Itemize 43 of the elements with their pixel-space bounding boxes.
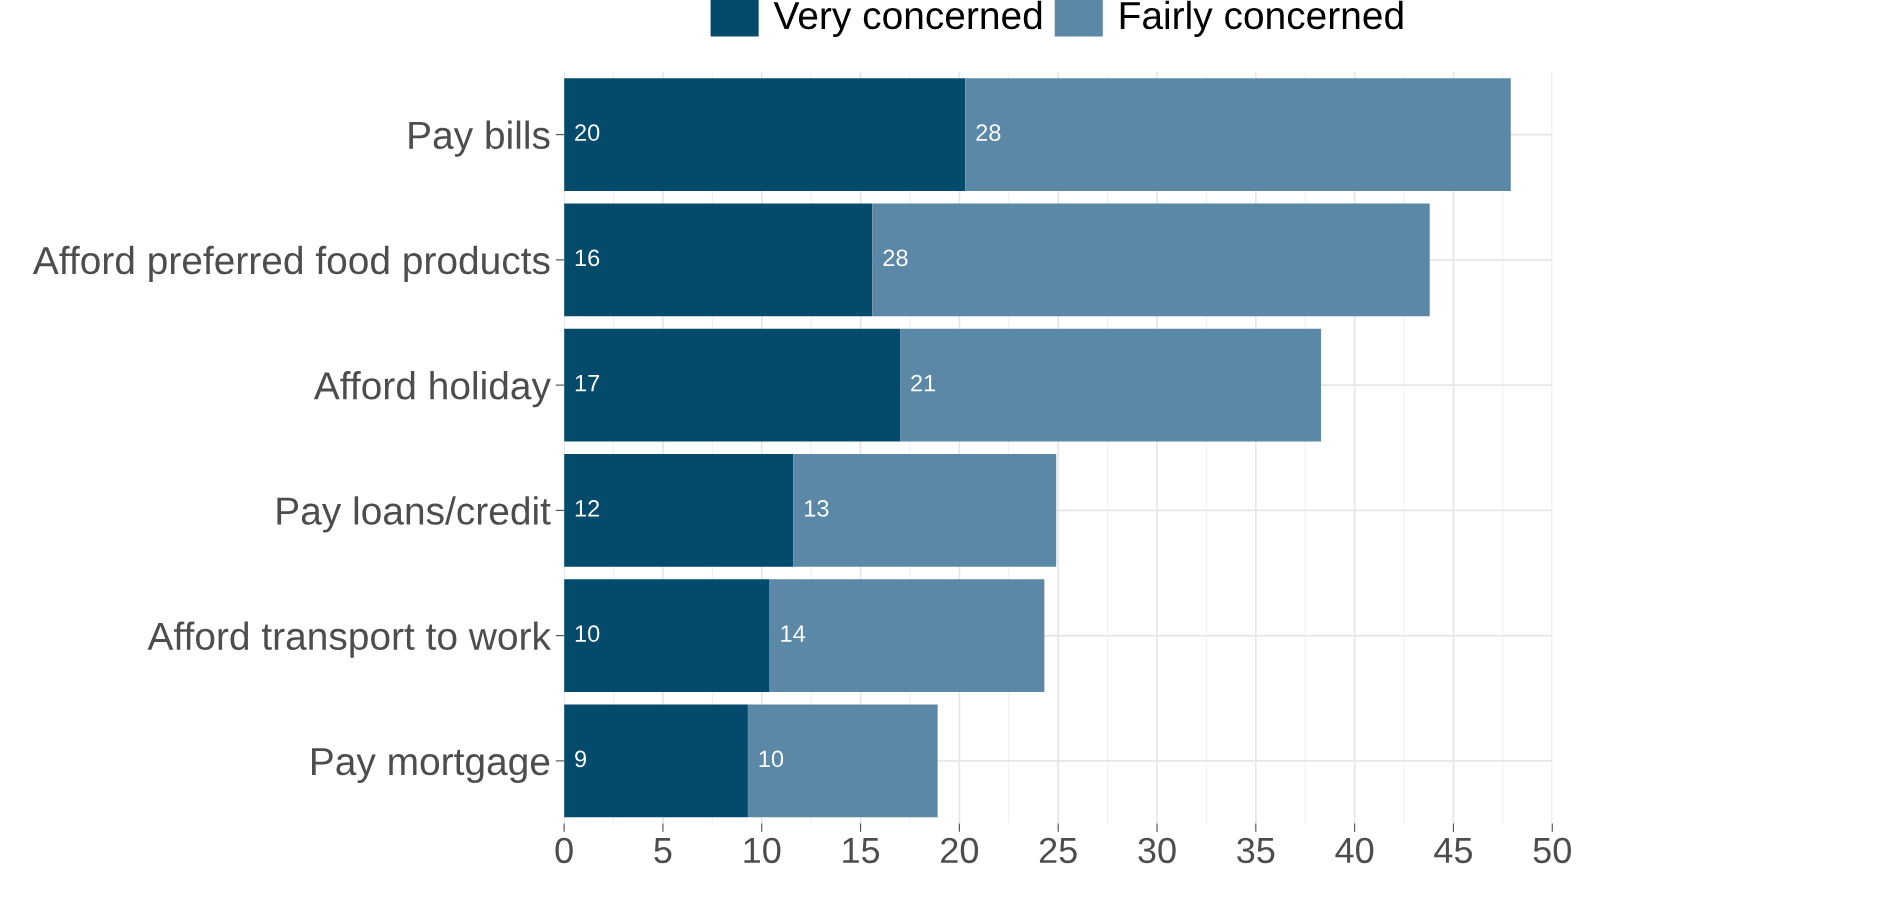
y-tick-label: Pay loans/credit	[277, 496, 551, 533]
data-label: 10	[575, 625, 600, 642]
bar	[564, 78, 966, 191]
x-tick-label: 25	[1039, 837, 1077, 864]
data-label: 20	[575, 124, 600, 141]
data-label: 16	[575, 249, 600, 267]
x-tick-label: 35	[1237, 837, 1275, 864]
y-tick-label: Afford holiday	[313, 371, 551, 408]
bar	[564, 203, 873, 317]
data-label: 28	[976, 124, 1001, 141]
bar	[564, 579, 770, 692]
bar	[769, 579, 1045, 692]
data-label: 12	[575, 499, 600, 517]
bar	[564, 454, 794, 567]
y-tick-label: Pay bills	[409, 120, 550, 157]
y-tick-label: Afford preferred food products	[32, 245, 550, 283]
x-tick-label: 5	[654, 838, 672, 864]
x-tick-label: 30	[1138, 837, 1176, 864]
y-tick-label: Afford transport to work	[147, 621, 551, 658]
bar	[793, 454, 1057, 567]
bar	[564, 704, 748, 818]
y-tick-label: Pay mortgage	[312, 748, 550, 784]
data-label: 13	[805, 499, 829, 517]
x-tick-label: 15	[843, 838, 880, 864]
bar	[564, 328, 901, 442]
x-tick-label: 40	[1335, 837, 1374, 864]
data-label: 14	[781, 625, 806, 642]
x-tick-label: 10	[744, 837, 781, 864]
bar	[747, 704, 938, 818]
data-label: 10	[759, 750, 784, 768]
legend-label: Very concerned	[773, 0, 1042, 37]
data-label: 21	[911, 374, 936, 392]
data-label: 9	[575, 750, 587, 768]
bar	[872, 203, 1430, 317]
data-label: 17	[575, 374, 600, 392]
x-tick-label: 45	[1434, 838, 1473, 864]
data-label: 28	[883, 249, 908, 267]
bar	[965, 78, 1511, 191]
x-tick-label: 0	[555, 837, 573, 864]
x-tick-label: 20	[941, 837, 979, 864]
x-tick-label: 50	[1533, 837, 1571, 864]
legend-label: Fairly concerned	[1120, 0, 1403, 37]
bar	[900, 328, 1322, 442]
